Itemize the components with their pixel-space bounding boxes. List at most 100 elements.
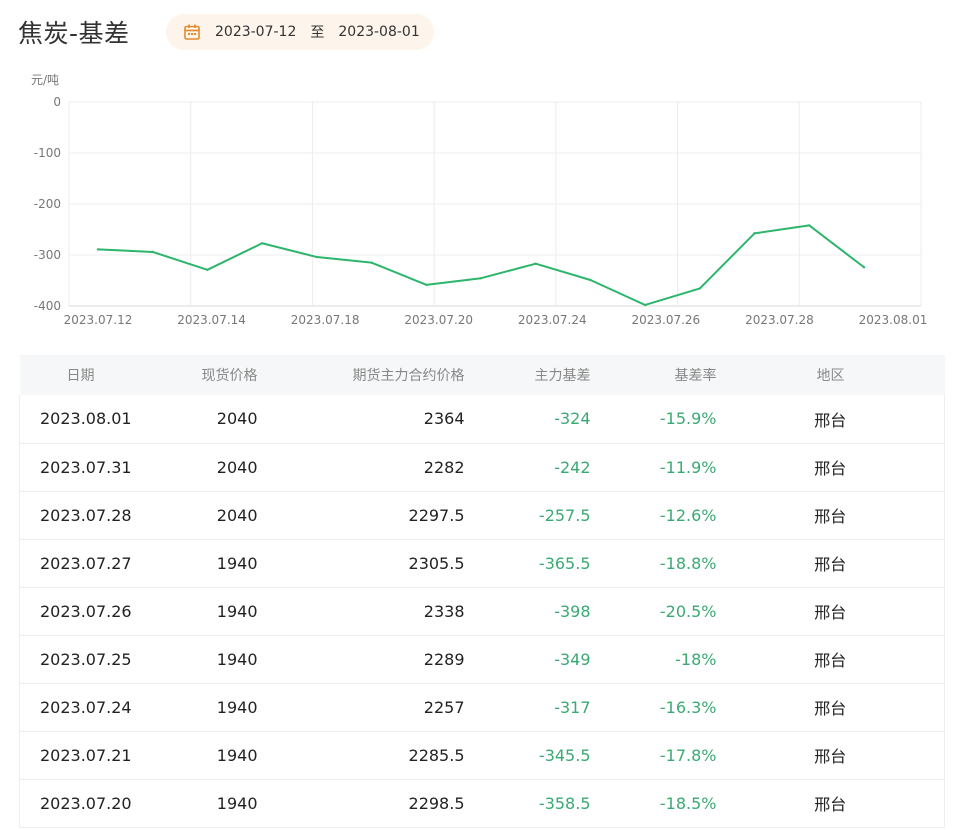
x-tick-label: 2023.07.18 [291,313,360,327]
y-tick-label: -400 [34,299,61,313]
date-separator: 至 [310,25,325,41]
x-tick-label: 2023.07.12 [64,313,133,327]
data-point [862,266,866,269]
cell-basis-rate: -18% [675,649,717,669]
table-row: 2023.07.24 1940 2257 -317 -16.3% 邢台 [19,683,945,731]
data-point [425,283,428,287]
calendar-icon [183,23,201,41]
cell-futures-price: 2285.5 [408,745,465,765]
cell-futures-price: 2298.5 [408,793,465,813]
cell-basis-rate: -15.9% [659,409,717,429]
cell-basis-rate: -20.5% [659,601,717,621]
cell-spot-price: 1940 [216,745,258,765]
cell-region: 邢台 [814,507,847,526]
cell-region: 邢台 [814,555,847,574]
start-date-input[interactable]: 2023-07-12 [215,24,297,40]
cell-basis-rate: -18.8% [659,553,717,573]
data-point [260,242,264,245]
cell-basis-rate: -16.3% [659,697,717,717]
basis-table: 日期 现货价格 期货主力合约价格 主力基差 基差率 地区 2023.08.01 … [19,355,945,828]
header-basis: 主力基差 [534,368,591,384]
table-row: 2023.07.31 2040 2282 -242 -11.9% 邢台 [19,443,945,491]
x-tick-label: 2023.07.24 [518,313,587,327]
cell-futures-price: 2338 [423,601,465,621]
data-point [479,277,483,280]
cell-futures-price: 2282 [423,457,465,477]
table-row: 2023.07.26 1940 2338 -398 -20.5% 邢台 [19,587,945,635]
cell-date: 2023.07.20 [40,793,132,813]
cell-basis-rate: -17.8% [659,745,717,765]
cell-region: 邢台 [814,795,847,814]
data-point [643,303,647,307]
cell-basis-rate: -12.6% [659,505,717,525]
chart-series [96,224,866,307]
data-point [698,287,702,290]
y-axis: 0 -100 -200 -300 -400 [34,95,61,313]
cell-basis: -242 [554,457,591,477]
cell-basis: -349 [554,649,591,669]
cell-spot-price: 2040 [216,457,258,477]
data-point [370,261,373,264]
x-tick-label: 2023.07.28 [745,313,814,327]
cell-date: 2023.07.31 [40,457,132,477]
series-line [97,224,865,306]
cell-region: 邢台 [814,603,847,622]
x-tick-label: 2023.07.26 [631,313,700,327]
end-date-input[interactable]: 2023-08-01 [338,24,420,40]
data-point [151,250,154,254]
cell-spot-price: 1940 [216,697,258,717]
data-point [589,278,592,282]
data-point [315,255,319,259]
header-basis-rate: 基差率 [674,368,717,384]
cell-futures-price: 2305.5 [408,553,465,573]
cell-date: 2023.07.24 [40,697,132,717]
cell-spot-price: 1940 [216,553,258,573]
y-tick-label: -200 [34,197,61,211]
table-row: 2023.07.27 1940 2305.5 -365.5 -18.8% 邢台 [19,539,945,587]
x-tick-label: 2023.07.20 [404,313,473,327]
table-header-row: 日期 现货价格 期货主力合约价格 主力基差 基差率 地区 [19,355,945,395]
cell-futures-price: 2297.5 [408,505,465,525]
cell-spot-price: 1940 [216,601,258,621]
cell-futures-price: 2289 [423,649,465,669]
cell-basis: -358.5 [538,793,591,813]
cell-region: 邢台 [814,747,847,766]
data-point [753,232,756,235]
cell-basis: -345.5 [538,745,591,765]
basis-line-chart: 0-100-200-300-400 2023.07.12 2023.07.14 20… [31,73,928,327]
header-futures-price: 期货主力合约价格 [352,368,465,384]
cell-date: 2023.07.25 [40,649,132,669]
cell-date: 2023.07.27 [40,553,132,573]
page-title: 焦炭-基差 [18,19,130,48]
cell-basis: -398 [554,601,591,621]
x-axis: 2023.07.12 2023.07.14 2023.07.18 2023.07.20… [64,313,928,327]
cell-basis-rate: -11.9% [659,457,717,477]
table-row: 2023.07.21 1940 2285.5 -345.5 -17.8% 邢台 [19,731,945,779]
cell-basis: -365.5 [538,553,591,573]
header-date: 日期 [66,368,95,384]
chart-grid [68,101,922,307]
data-point [206,268,209,271]
table-row: 2023.07.28 2040 2297.5 -257.5 -12.6% 邢台 [19,491,945,539]
cell-spot-price: 1940 [216,793,258,813]
cell-date: 2023.07.26 [40,601,132,621]
cell-basis: -317 [554,697,591,717]
data-point [96,248,100,251]
date-range-picker[interactable]: 2023-07-12 至 2023-08-01 [166,14,434,50]
y-tick-label: -100 [34,146,61,160]
cell-basis: -324 [554,409,591,429]
cell-region: 邢台 [814,651,847,670]
cell-futures-price: 2257 [423,697,465,717]
table-row: 2023.07.25 1940 2289 -349 -18% 邢台 [19,635,945,683]
cell-region: 邢台 [814,459,847,478]
header-region: 地区 [816,368,845,384]
y-tick-label: 0 [53,95,61,109]
cell-region: 邢台 [814,699,847,718]
cell-date: 2023.07.21 [40,745,132,765]
cell-spot-price: 2040 [216,409,258,429]
header-spot-price: 现货价格 [201,368,258,384]
table-row: 2023.08.01 2040 2364 -324 -15.9% 邢台 [19,395,945,443]
cell-date: 2023.08.01 [40,409,132,429]
table-row: 2023.07.20 1940 2298.5 -358.5 -18.5% 邢台 [19,779,945,827]
cell-futures-price: 2364 [423,409,465,429]
